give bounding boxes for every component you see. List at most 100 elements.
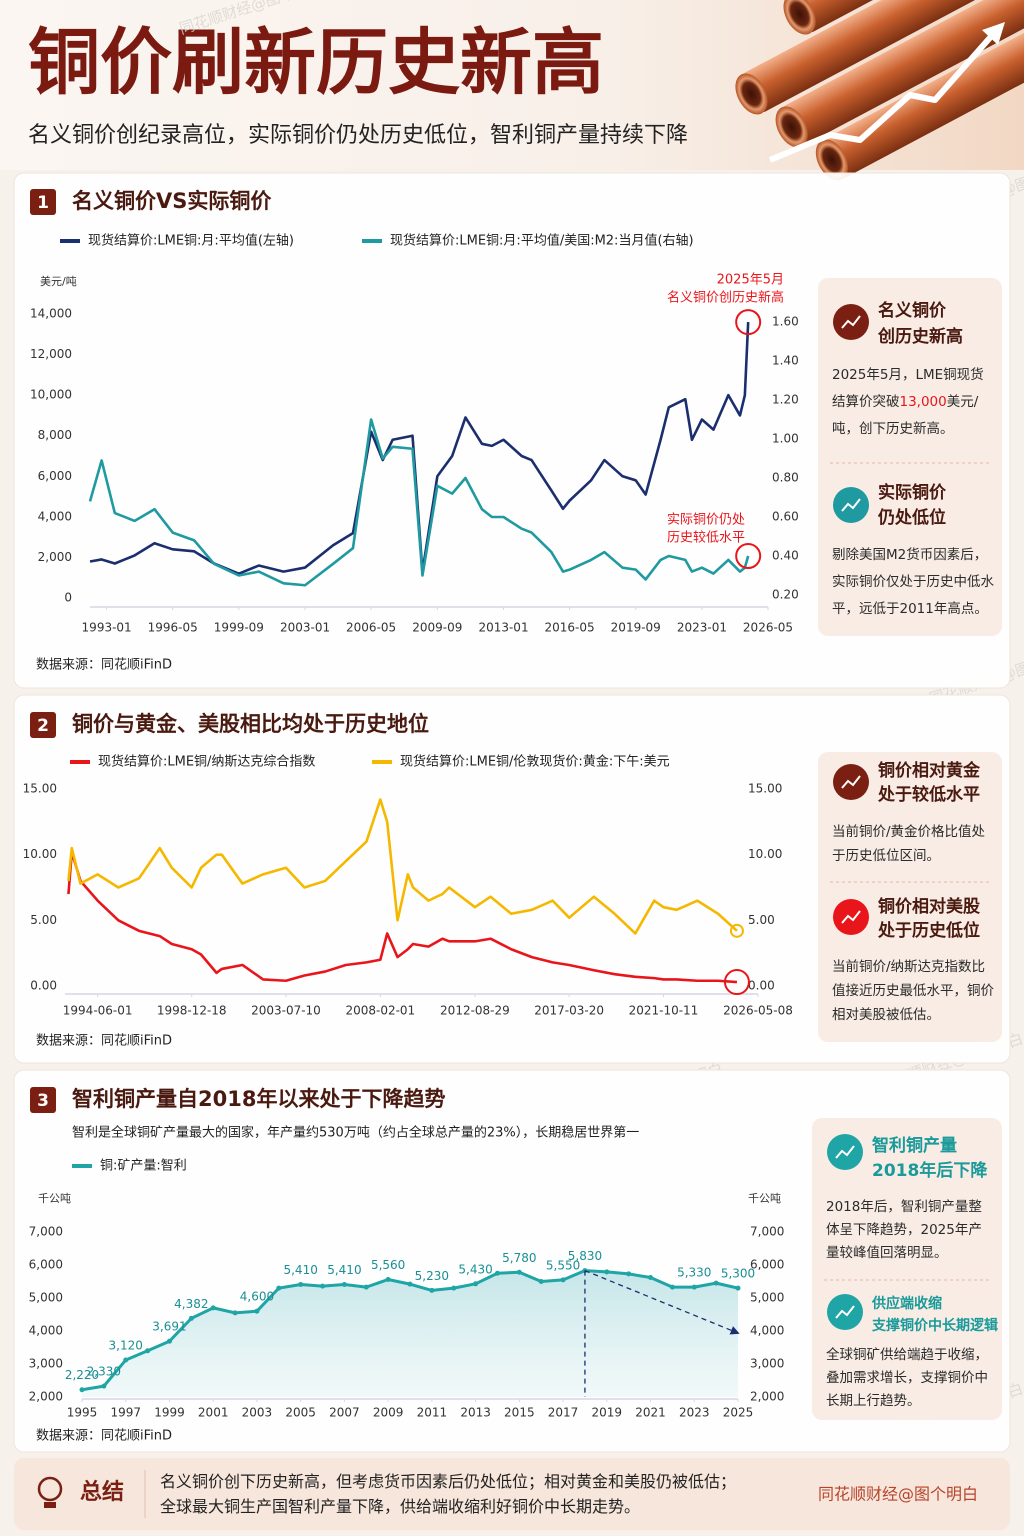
data-label: 5,550 bbox=[546, 1258, 580, 1272]
card-title: 2018年后下降 bbox=[872, 1160, 988, 1181]
y-tick-label: 1.00 bbox=[772, 432, 799, 446]
point bbox=[473, 1281, 479, 1287]
card-title: 实际铜价 bbox=[878, 482, 947, 503]
x-tick-label: 2011 bbox=[417, 1406, 448, 1420]
point bbox=[254, 1308, 260, 1314]
point bbox=[320, 1283, 326, 1289]
x-tick-label: 2012-08-29 bbox=[440, 1004, 510, 1018]
y-tick-label: 4,000 bbox=[38, 509, 72, 523]
point bbox=[648, 1275, 654, 1281]
data-label: 5,560 bbox=[371, 1258, 405, 1272]
y-tick-label: 0.00 bbox=[30, 979, 57, 993]
card-text: 剔除美国M2货币因素后，实际铜价仅处于历史中低水平，远低于2011年高点。 bbox=[832, 547, 994, 617]
point bbox=[79, 1387, 85, 1393]
legend-label: 现货结算价:LME铜:月:平均值(左轴) bbox=[88, 233, 294, 249]
y-tick-label: 1.60 bbox=[772, 315, 799, 329]
data-label: 3,120 bbox=[109, 1339, 143, 1353]
x-tick-label: 2013-01 bbox=[478, 621, 528, 635]
y-tick-label: 5,000 bbox=[750, 1291, 784, 1305]
card-text: 全球铜矿供给端趋于收缩，叠加需求增长，支撑铜价中长期上行趋势。 bbox=[826, 1347, 988, 1409]
point bbox=[341, 1281, 347, 1287]
y-tick-label: 1.40 bbox=[772, 354, 799, 368]
section-number: 1 bbox=[37, 193, 49, 213]
y-tick-label: 2,000 bbox=[29, 1390, 63, 1404]
card-title: 铜价相对美股 bbox=[878, 896, 980, 917]
y-tick-label: 14,000 bbox=[30, 307, 72, 321]
annotation: 2025年5月 bbox=[717, 273, 784, 288]
point bbox=[145, 1348, 151, 1354]
point bbox=[560, 1277, 566, 1283]
data-label: 5,230 bbox=[415, 1269, 449, 1283]
y-tick-label: 0.80 bbox=[772, 471, 799, 485]
summary-text: 名义铜价创下历史新高，但考虑货币因素后仍处低位；相对黄金和美股仍被低估； bbox=[160, 1472, 737, 1491]
x-tick-label: 2017-03-20 bbox=[534, 1004, 604, 1018]
card-icon-glyph bbox=[835, 1305, 855, 1319]
x-tick-label: 2003-07-10 bbox=[251, 1004, 321, 1018]
x-tick-label: 2001 bbox=[198, 1406, 229, 1420]
card-text: 美元/吨，创下历史新高。 bbox=[832, 394, 979, 437]
point bbox=[123, 1357, 129, 1363]
section-number: 3 bbox=[37, 1091, 49, 1111]
annotation: 历史较低水平 bbox=[667, 531, 745, 546]
data-label: 5,410 bbox=[327, 1263, 361, 1277]
x-tick-label: 2026-05 bbox=[743, 621, 793, 635]
series-line bbox=[67, 850, 738, 984]
y-tick-label: 2,000 bbox=[38, 550, 72, 564]
section-title: 智利铜产量自2018年以来处于下降趋势 bbox=[72, 1087, 445, 1111]
point bbox=[166, 1338, 172, 1344]
point bbox=[385, 1277, 391, 1283]
x-tick-label: 2025 bbox=[723, 1406, 754, 1420]
data-source: 数据来源：同花顺iFinD bbox=[36, 1428, 172, 1444]
y-tick-label: 15.00 bbox=[748, 782, 782, 796]
section-number: 2 bbox=[37, 716, 49, 736]
card-box bbox=[812, 1118, 1002, 1420]
x-tick-label: 2005 bbox=[285, 1406, 316, 1420]
y-tick-label: 4,000 bbox=[29, 1324, 63, 1338]
data-label: 5,430 bbox=[458, 1262, 492, 1276]
card-icon bbox=[833, 899, 869, 935]
x-tick-label: 2019 bbox=[592, 1406, 623, 1420]
highlight-circle bbox=[735, 543, 762, 569]
y-tick-label: 0.40 bbox=[772, 549, 799, 563]
point bbox=[669, 1284, 675, 1290]
y-tick-label: 6,000 bbox=[29, 1258, 63, 1272]
x-tick-label: 2021-10-11 bbox=[629, 1004, 699, 1018]
x-tick-label: 2003 bbox=[242, 1406, 273, 1420]
card-body: 2025年5月，LME铜现货结算价突破13,000美元/吨，创下历史新高。 bbox=[832, 362, 994, 443]
x-tick-label: 1997 bbox=[110, 1406, 141, 1420]
y-tick-label: 7,000 bbox=[29, 1225, 63, 1239]
x-tick-label: 2006-05 bbox=[346, 621, 396, 635]
card-title: 处于较低水平 bbox=[877, 784, 980, 805]
y-tick-label: 3,000 bbox=[750, 1357, 784, 1371]
card-icon bbox=[827, 1134, 863, 1170]
series-line bbox=[88, 418, 750, 587]
point bbox=[276, 1285, 282, 1291]
credit: 同花顺财经@图个明白 bbox=[818, 1485, 978, 1504]
page-subtitle: 名义铜价创纪录高位，实际铜价仍处历史低位，智利铜产量持续下降 bbox=[28, 123, 688, 148]
card-icon-glyph bbox=[841, 775, 861, 789]
card-icon-glyph bbox=[841, 498, 861, 512]
point bbox=[210, 1305, 216, 1311]
x-tick-label: 2019-09 bbox=[611, 621, 661, 635]
y-tick-label: 12,000 bbox=[30, 347, 72, 361]
data-label: 5,330 bbox=[677, 1266, 711, 1280]
data-source: 数据来源：同花顺iFinD bbox=[36, 1033, 172, 1049]
x-tick-label: 2007 bbox=[329, 1406, 360, 1420]
section-badge bbox=[30, 1087, 56, 1113]
point bbox=[713, 1280, 719, 1286]
y-tick-label: 8,000 bbox=[38, 428, 72, 442]
card-icon bbox=[833, 304, 869, 340]
card-text: 当前铜价/纳斯达克指数比值接近历史最低水平，铜价相对美股被低估。 bbox=[832, 959, 994, 1023]
x-tick-label: 2003-01 bbox=[280, 621, 330, 635]
bulb-base bbox=[44, 1502, 56, 1508]
y-axis-unit: 美元/吨 bbox=[40, 275, 77, 288]
y-tick-label: 4,000 bbox=[750, 1324, 784, 1338]
point bbox=[691, 1284, 697, 1290]
point bbox=[188, 1315, 194, 1321]
x-tick-label: 2013 bbox=[460, 1406, 491, 1420]
card-title: 创历史新高 bbox=[877, 326, 963, 347]
point bbox=[101, 1383, 107, 1389]
x-tick-label: 2023 bbox=[679, 1406, 710, 1420]
page-title: 铜价刷新历史新高 bbox=[28, 21, 604, 105]
card-box bbox=[818, 278, 1002, 636]
